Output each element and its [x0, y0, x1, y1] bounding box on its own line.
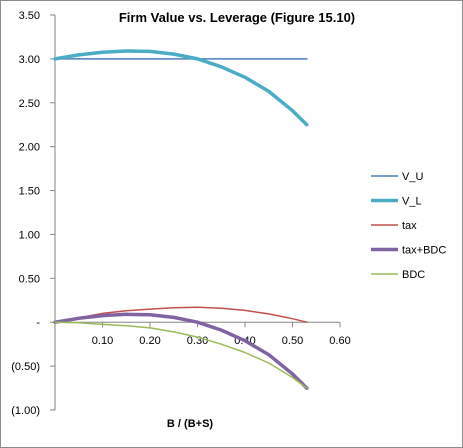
legend-label-bdc: BDC	[402, 269, 425, 281]
x-tick-label: 0.50	[282, 335, 303, 347]
series-line-v-l	[53, 49, 309, 127]
legend-label-tax-bdc: tax+BDC	[402, 245, 446, 257]
x-tick-label: 0.10	[92, 335, 113, 347]
x-axis-label: B / (B+S)	[167, 418, 213, 430]
y-tick-label: (0.50)	[11, 361, 40, 373]
y-tick-label: (1.00)	[11, 405, 40, 417]
series-line-bdc	[54, 321, 308, 389]
y-tick-label: 0.50	[19, 273, 40, 285]
y-tick-label: 1.00	[19, 229, 40, 241]
legend-label-v-l: V_L	[402, 196, 422, 208]
y-tick-label: 2.50	[19, 98, 40, 110]
y-tick-label: 3.00	[19, 54, 40, 66]
y-tick-label: -	[36, 317, 40, 329]
series-line-tax-bdc	[53, 312, 309, 390]
x-tick-labels: 0.10 0.20 0.30 0.40 0.50 0.60	[92, 335, 351, 347]
legend-label-tax: tax	[402, 220, 417, 232]
x-tick-label: 0.20	[139, 335, 160, 347]
y-tick-label: 3.50	[19, 10, 40, 22]
series-lines	[53, 49, 309, 390]
x-tick-label: 0.60	[329, 335, 350, 347]
legend-label-v-u: V_U	[402, 171, 423, 183]
series-line-tax	[54, 306, 308, 323]
y-tick-label: 2.00	[19, 142, 40, 154]
chart-title: Firm Value vs. Leverage (Figure 15.10)	[119, 10, 355, 25]
y-tick-labels: 3.50 3.00 2.50 2.00 1.50 1.00 0.50 - (0.50) (1.00…	[11, 10, 40, 417]
y-tick-label: 1.50	[19, 186, 40, 198]
axes	[50, 14, 341, 411]
